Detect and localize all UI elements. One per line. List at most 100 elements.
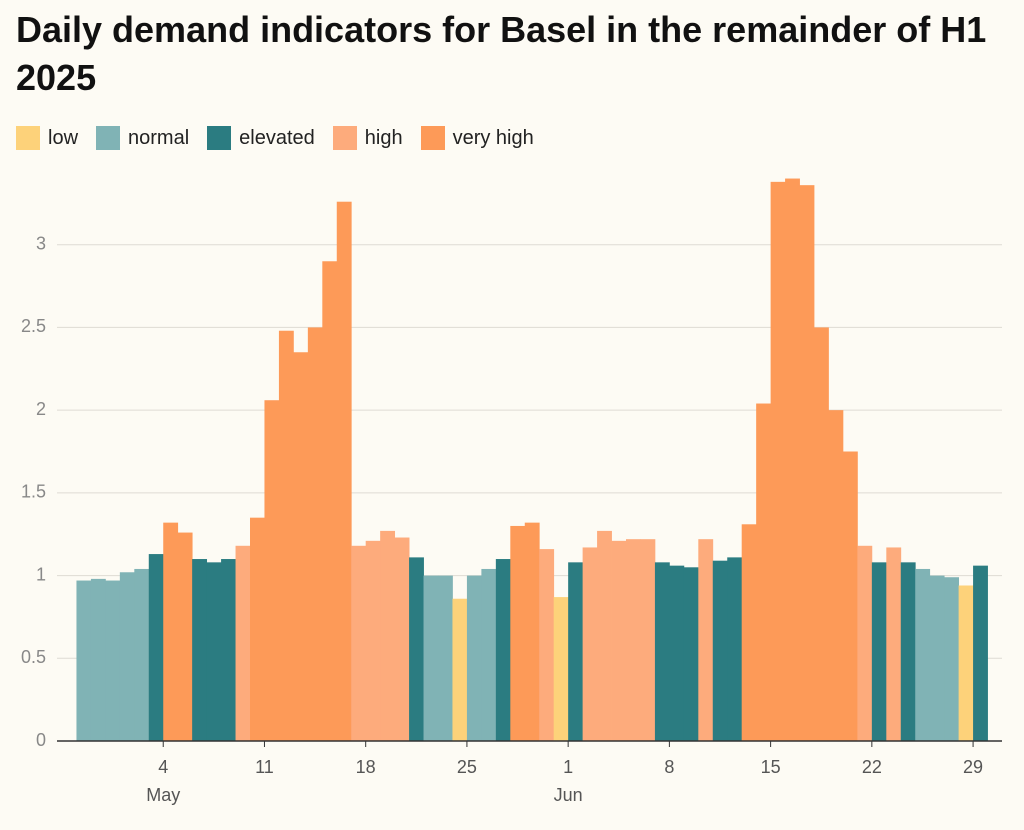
bar [944, 577, 960, 741]
bar [611, 540, 627, 741]
legend-item: elevated [207, 126, 315, 150]
legend-swatch [96, 126, 121, 150]
bar [799, 185, 815, 741]
y-tick-label: 1 [36, 564, 46, 584]
bar [814, 327, 829, 741]
x-tick-label: 22 [862, 757, 882, 777]
legend-label: elevated [239, 126, 315, 149]
x-month-label: Jun [554, 785, 583, 805]
bar [438, 575, 453, 741]
bar [264, 400, 280, 741]
y-tick-label: 3 [36, 233, 46, 253]
bar [756, 403, 772, 741]
bar [857, 545, 873, 741]
bar [973, 565, 988, 741]
legend-item: high [332, 126, 403, 150]
bar [582, 547, 598, 741]
legend-swatch [420, 126, 445, 150]
bar [192, 559, 208, 741]
bar [553, 597, 569, 741]
legend-label: very high [452, 126, 534, 149]
bar [177, 532, 193, 741]
bar [221, 559, 236, 741]
bar [539, 549, 555, 741]
bar [452, 598, 468, 741]
bar [495, 559, 511, 741]
y-tick-label: 2 [36, 399, 46, 419]
x-tick-label: 11 [255, 757, 274, 777]
bar [307, 327, 323, 741]
x-tick-label: 8 [664, 757, 674, 777]
bar [712, 560, 728, 741]
bar [423, 575, 439, 741]
legend-item: low [16, 126, 78, 150]
bar [250, 517, 265, 741]
bar [640, 539, 656, 741]
bar [683, 567, 699, 741]
bar [336, 201, 352, 741]
bar [76, 580, 92, 741]
bar [698, 539, 714, 741]
bar [741, 524, 757, 741]
x-tick-label: 1 [563, 757, 573, 777]
bar [669, 565, 685, 741]
legend-swatch [207, 126, 232, 150]
bar [626, 539, 641, 741]
bar [842, 451, 858, 741]
bar [466, 575, 482, 741]
y-tick-label: 0 [36, 730, 46, 750]
bar [727, 557, 743, 741]
legend: low normal elevated high very high [16, 126, 534, 150]
bar [351, 545, 367, 741]
bar [597, 530, 612, 741]
legend-label: normal [128, 126, 190, 149]
legend-item: very high [420, 126, 534, 150]
bar [481, 568, 497, 741]
bar [278, 330, 294, 741]
bar [900, 562, 916, 741]
x-tick-label: 25 [457, 757, 477, 777]
bar [394, 537, 410, 741]
bar [206, 562, 222, 741]
bar [235, 545, 251, 741]
bar [510, 525, 526, 741]
bar [134, 568, 150, 741]
x-tick-label: 4 [158, 757, 168, 777]
x-tick-label: 15 [761, 757, 781, 777]
bar [105, 580, 121, 741]
legend-label: high [364, 126, 403, 149]
bar [322, 261, 338, 741]
bar [568, 562, 584, 741]
bar [524, 522, 540, 741]
bar [828, 410, 844, 741]
bar [958, 585, 974, 741]
bar [365, 540, 381, 741]
y-tick-label: 1.5 [21, 482, 46, 502]
legend-label: low [48, 126, 79, 149]
x-tick-label: 18 [356, 757, 376, 777]
bar [90, 578, 106, 741]
bar [380, 530, 396, 741]
bar [770, 181, 786, 741]
bar [886, 547, 902, 741]
bar [929, 575, 945, 741]
legend-item: normal [96, 126, 189, 150]
x-tick-label: 29 [963, 757, 983, 777]
x-month-label: May [146, 785, 180, 805]
bar [148, 554, 164, 741]
y-tick-label: 0.5 [21, 647, 46, 667]
y-tick-label: 2.5 [21, 316, 46, 336]
bar [915, 568, 931, 741]
legend-swatch [332, 126, 357, 150]
bar [409, 557, 424, 741]
chart-title: Daily demand indicators for Basel in the… [16, 9, 987, 98]
bar [163, 522, 179, 741]
bar [293, 352, 309, 741]
bar [785, 178, 800, 742]
bar [119, 572, 135, 741]
bar [654, 562, 670, 741]
bar [871, 562, 887, 741]
legend-swatch [16, 126, 40, 150]
